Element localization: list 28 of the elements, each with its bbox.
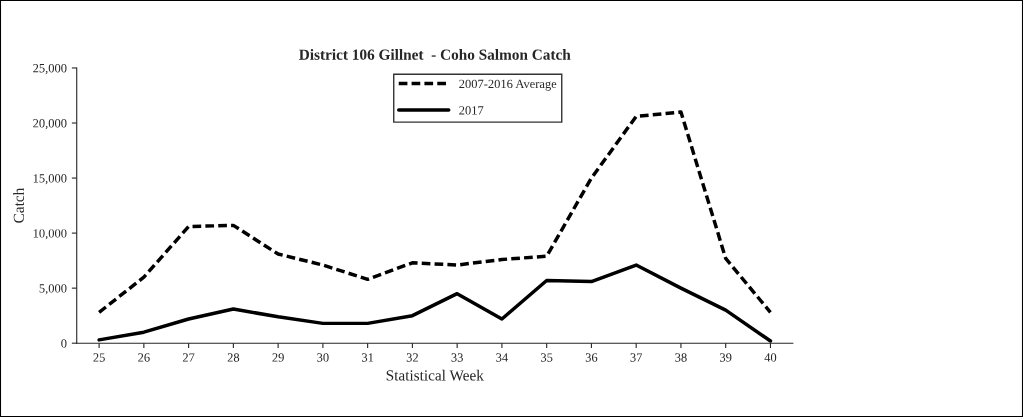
x-tick-label: 27 [182,353,195,362]
x-tick-label: 37 [630,353,643,362]
x-tick-label: 39 [720,353,732,362]
x-tick-label: 30 [317,353,329,362]
x-tick-label: 36 [585,353,598,362]
x-tick-label: 26 [138,353,150,362]
x-tick-label: 32 [406,353,418,362]
legend-label: 2017 [459,106,484,115]
x-tick-label: 34 [496,353,508,362]
x-tick-label: 29 [272,353,284,362]
x-tick-label: 31 [361,353,374,362]
x-tick-label: 28 [227,353,240,362]
y-tick-label: 25,000 [33,64,67,75]
y-axis-title: Catch [13,187,24,223]
x-tick-label: 40 [764,353,777,362]
y-tick-label: 10,000 [33,229,67,240]
chart-title: District 106 Gillnet - Coho Salmon Catch [299,49,571,60]
y-tick-label: 0 [61,339,67,348]
line-series [97,263,773,343]
x-axis-title: Statistical Week [386,369,484,381]
x-tick-label: 33 [451,353,463,362]
x-tick-label: 38 [675,353,687,362]
y-tick-label: 5,000 [39,284,67,295]
x-tick-label: 25 [93,353,105,362]
y-tick-label: 20,000 [33,119,67,130]
y-tick-label: 15,000 [33,174,67,185]
x-tick-label: 35 [541,353,553,362]
legend-label: 2007-2016 Average [459,79,557,91]
